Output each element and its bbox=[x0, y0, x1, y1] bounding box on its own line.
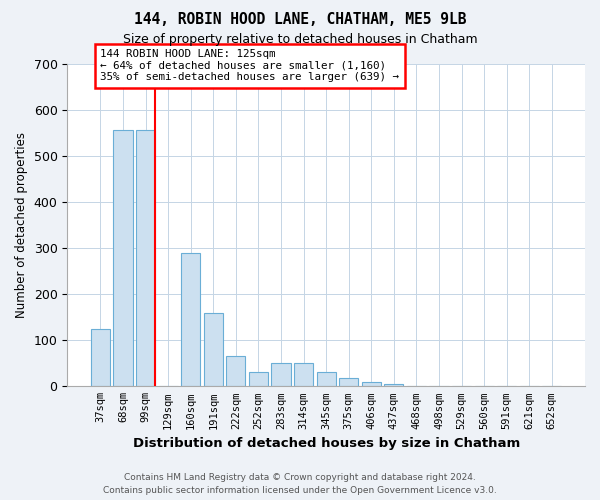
Bar bbox=[203, 312, 223, 386]
Y-axis label: Number of detached properties: Number of detached properties bbox=[15, 132, 28, 318]
Text: 144, ROBIN HOOD LANE, CHATHAM, ME5 9LB: 144, ROBIN HOOD LANE, CHATHAM, ME5 9LB bbox=[134, 12, 466, 28]
Bar bbox=[271, 364, 290, 386]
X-axis label: Distribution of detached houses by size in Chatham: Distribution of detached houses by size … bbox=[133, 437, 520, 450]
Bar bbox=[136, 130, 155, 386]
Bar bbox=[362, 382, 381, 386]
Bar bbox=[249, 372, 268, 386]
Bar bbox=[384, 384, 403, 386]
Text: Size of property relative to detached houses in Chatham: Size of property relative to detached ho… bbox=[122, 32, 478, 46]
Bar bbox=[113, 130, 133, 386]
Bar bbox=[181, 252, 200, 386]
Bar bbox=[294, 364, 313, 386]
Bar bbox=[226, 356, 245, 386]
Bar bbox=[317, 372, 336, 386]
Text: 144 ROBIN HOOD LANE: 125sqm
← 64% of detached houses are smaller (1,160)
35% of : 144 ROBIN HOOD LANE: 125sqm ← 64% of det… bbox=[100, 49, 400, 82]
Bar bbox=[339, 378, 358, 386]
Text: Contains HM Land Registry data © Crown copyright and database right 2024.
Contai: Contains HM Land Registry data © Crown c… bbox=[103, 474, 497, 495]
Bar bbox=[91, 328, 110, 386]
